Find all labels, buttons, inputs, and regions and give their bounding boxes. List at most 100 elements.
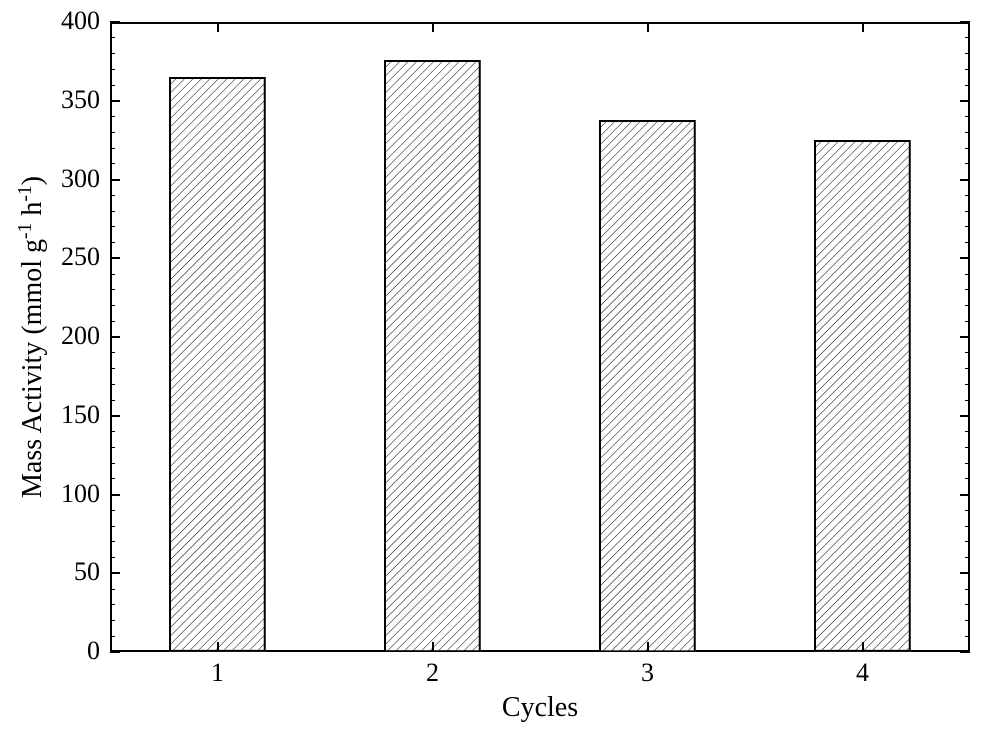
y-minor-tick-left [110, 620, 115, 621]
y-minor-tick-left [110, 352, 115, 353]
y-minor-tick-right [965, 400, 970, 401]
y-major-tick-right [960, 415, 970, 417]
y-minor-tick-right [965, 321, 970, 322]
x-axis-label: Cycles [110, 692, 970, 724]
y-minor-tick-right [965, 69, 970, 70]
x-major-tick-top [647, 22, 649, 32]
ylabel-sup1: -1 [15, 223, 36, 239]
x-major-tick-bottom [862, 642, 864, 652]
y-minor-tick-left [110, 148, 115, 149]
y-minor-tick-left [110, 557, 115, 558]
y-tick-label: 200 [50, 321, 100, 351]
y-major-tick-left [110, 21, 120, 23]
y-minor-tick-left [110, 636, 115, 637]
y-minor-tick-right [965, 589, 970, 590]
y-major-tick-left [110, 179, 120, 181]
bar-2 [384, 60, 481, 652]
y-minor-tick-right [965, 116, 970, 117]
y-major-tick-right [960, 257, 970, 259]
y-minor-tick-right [965, 526, 970, 527]
y-minor-tick-left [110, 274, 115, 275]
y-minor-tick-right [965, 85, 970, 86]
y-minor-tick-left [110, 541, 115, 542]
y-minor-tick-left [110, 589, 115, 590]
y-minor-tick-left [110, 116, 115, 117]
y-minor-tick-left [110, 384, 115, 385]
y-minor-tick-left [110, 69, 115, 70]
y-minor-tick-left [110, 368, 115, 369]
y-minor-tick-left [110, 132, 115, 133]
x-major-tick-top [862, 22, 864, 32]
y-tick-label: 150 [50, 400, 100, 430]
y-major-tick-left [110, 415, 120, 417]
y-major-tick-right [960, 336, 970, 338]
y-minor-tick-right [965, 211, 970, 212]
y-major-tick-right [960, 100, 970, 102]
y-minor-tick-right [965, 447, 970, 448]
y-minor-tick-left [110, 242, 115, 243]
y-minor-tick-left [110, 604, 115, 605]
y-major-tick-right [960, 572, 970, 574]
x-major-tick-top [217, 22, 219, 32]
y-minor-tick-right [965, 148, 970, 149]
y-minor-tick-right [965, 163, 970, 164]
y-minor-tick-left [110, 510, 115, 511]
y-minor-tick-right [965, 132, 970, 133]
y-minor-tick-right [965, 431, 970, 432]
y-minor-tick-left [110, 400, 115, 401]
y-minor-tick-right [965, 541, 970, 542]
x-tick-label: 4 [843, 658, 883, 688]
y-minor-tick-left [110, 526, 115, 527]
y-minor-tick-left [110, 163, 115, 164]
bar-1 [169, 77, 266, 652]
x-major-tick-bottom [647, 642, 649, 652]
y-tick-label: 50 [50, 557, 100, 587]
y-minor-tick-left [110, 447, 115, 448]
y-minor-tick-left [110, 478, 115, 479]
y-minor-tick-left [110, 321, 115, 322]
y-tick-label: 250 [50, 242, 100, 272]
x-major-tick-top [432, 22, 434, 32]
y-tick-label: 300 [50, 164, 100, 194]
x-tick-label: 1 [198, 658, 238, 688]
y-minor-tick-right [965, 463, 970, 464]
x-tick-label: 2 [413, 658, 453, 688]
y-major-tick-left [110, 336, 120, 338]
y-minor-tick-right [965, 352, 970, 353]
y-minor-tick-right [965, 636, 970, 637]
y-axis-label: Mass Activity (mmol g-1 h-1) [15, 22, 49, 652]
y-minor-tick-left [110, 463, 115, 464]
ylabel-part1: Mass Activity (mmol g [17, 239, 48, 498]
y-minor-tick-right [965, 37, 970, 38]
x-major-tick-bottom [432, 642, 434, 652]
y-major-tick-right [960, 651, 970, 653]
y-tick-label: 350 [50, 85, 100, 115]
y-major-tick-right [960, 494, 970, 496]
y-minor-tick-right [965, 478, 970, 479]
y-major-tick-right [960, 21, 970, 23]
y-major-tick-left [110, 100, 120, 102]
y-tick-label: 400 [50, 6, 100, 36]
y-major-tick-left [110, 494, 120, 496]
ylabel-sup2: -1 [15, 185, 36, 201]
y-major-tick-right [960, 179, 970, 181]
y-minor-tick-right [965, 53, 970, 54]
y-minor-tick-right [965, 195, 970, 196]
y-tick-label: 0 [50, 636, 100, 666]
y-minor-tick-left [110, 195, 115, 196]
y-minor-tick-right [965, 384, 970, 385]
y-minor-tick-right [965, 242, 970, 243]
y-minor-tick-left [110, 53, 115, 54]
ylabel-part3: ) [17, 176, 48, 185]
y-major-tick-left [110, 572, 120, 574]
ylabel-part2: h [17, 202, 48, 223]
y-minor-tick-left [110, 37, 115, 38]
bar-4 [814, 140, 911, 652]
y-minor-tick-right [965, 368, 970, 369]
y-minor-tick-left [110, 211, 115, 212]
y-minor-tick-right [965, 305, 970, 306]
y-minor-tick-right [965, 510, 970, 511]
y-minor-tick-right [965, 557, 970, 558]
y-minor-tick-left [110, 85, 115, 86]
x-tick-label: 3 [628, 658, 668, 688]
